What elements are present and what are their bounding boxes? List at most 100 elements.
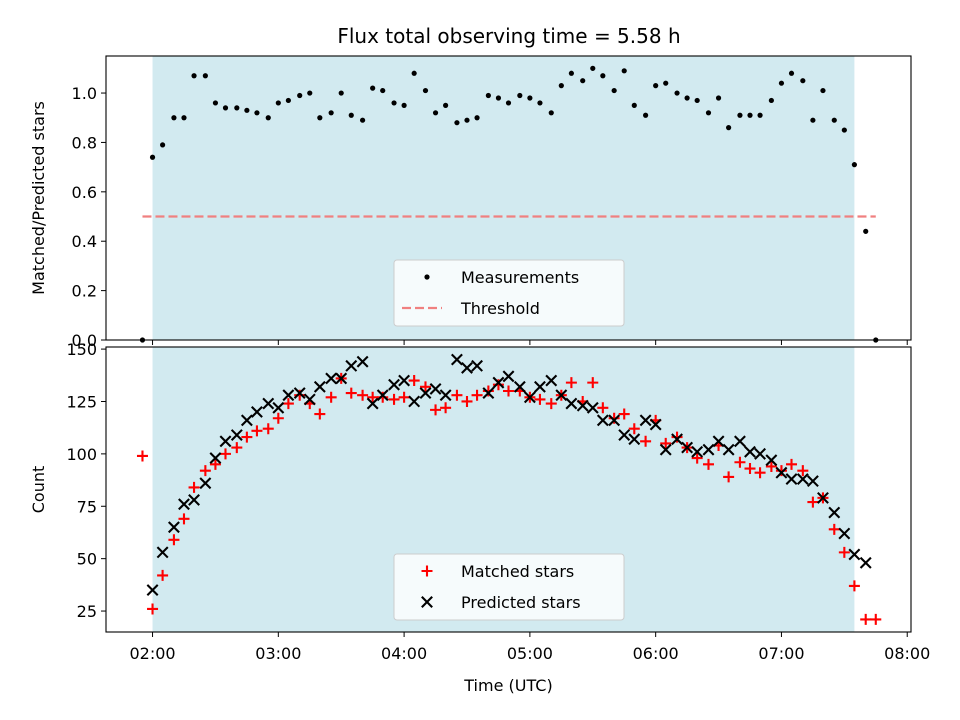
predicted-stars-point <box>262 397 275 410</box>
predicted-stars-point <box>596 414 609 427</box>
matched-stars-point <box>188 481 200 493</box>
predicted-stars-point <box>303 393 316 406</box>
matched-stars-point <box>282 398 294 410</box>
measurement-point <box>285 97 291 104</box>
x-tick-label: 05:00 <box>507 644 553 663</box>
matched-stars-point <box>608 412 620 424</box>
y-tick-label: 0.4 <box>72 232 97 251</box>
predicted-stars-point <box>188 494 200 506</box>
measurement-point <box>160 142 166 148</box>
matched-stars-point <box>294 389 306 401</box>
predicted-stars-point <box>376 389 389 402</box>
predicted-stars-point <box>219 435 232 448</box>
matched-stars-point <box>754 467 766 479</box>
y-tick-label: 0.6 <box>72 183 97 202</box>
matched-stars-point <box>471 389 483 401</box>
predicted-stars-point <box>240 414 253 427</box>
predicted-stars-point <box>722 443 735 456</box>
measurement-point <box>841 127 847 133</box>
matched-stars-point <box>178 513 190 525</box>
matched-stars-point <box>702 458 714 470</box>
measurement-point <box>181 115 187 121</box>
matched-stars-point <box>860 613 872 625</box>
matched-stars-point <box>440 402 452 414</box>
predicted-stars-point <box>817 491 829 504</box>
x-axis-label: Time (UTC) <box>463 676 552 695</box>
measurement-point <box>674 90 680 96</box>
matched-stars-point <box>848 580 860 592</box>
measurement-point <box>643 112 649 118</box>
measurement-point <box>505 100 512 106</box>
predicted-stars-point <box>838 527 851 540</box>
measurement-point <box>694 97 700 104</box>
matched-stars-point <box>451 389 463 401</box>
predicted-stars-point <box>659 443 672 456</box>
matched-stars-point <box>367 391 379 403</box>
axes-frame <box>105 55 912 341</box>
matched-stars-point <box>618 408 630 420</box>
measurement-point <box>297 92 303 99</box>
matched-stars-point <box>314 408 326 420</box>
predicted-stars-point <box>398 374 411 387</box>
measurement-point <box>222 105 229 111</box>
measurement-point <box>401 102 407 108</box>
predicted-stars-point <box>178 498 190 511</box>
measurement-point <box>244 107 250 113</box>
measurement-point <box>380 87 386 94</box>
matched-stars-point <box>870 613 882 625</box>
predicted-stars-point <box>356 355 369 368</box>
predicted-stars-point <box>421 596 433 608</box>
predicted-stars-point <box>754 447 767 460</box>
matched-stars-point <box>503 385 514 397</box>
predicted-stars-point <box>282 389 295 402</box>
predicted-stars-point <box>744 445 756 458</box>
predicted-stars-point <box>513 380 526 393</box>
matched-stars-point <box>671 431 683 443</box>
measurement-point <box>611 87 617 94</box>
predicted-stars-point <box>671 433 683 446</box>
matched-stars-point <box>262 423 274 435</box>
measurement-point <box>820 87 826 94</box>
axes-frame <box>105 346 912 633</box>
measurement-point <box>234 105 240 111</box>
x-tick-label: 06:00 <box>633 644 679 663</box>
measurement-point <box>495 95 502 101</box>
y-tick-label: 0.2 <box>72 282 97 301</box>
matched-stars-point <box>147 603 159 615</box>
matched-stars-point <box>357 389 369 401</box>
predicted-stars-point <box>345 359 358 372</box>
matched-stars-point <box>419 381 431 393</box>
measurement-point <box>737 112 743 118</box>
measurement-point <box>338 90 344 96</box>
predicted-stars-point <box>419 387 432 400</box>
predicted-stars-point <box>450 353 463 366</box>
x-tick-label: 02:00 <box>129 644 175 663</box>
matched-stars-point <box>744 463 756 475</box>
predicted-stars-point <box>733 435 746 448</box>
matched-stars-point <box>325 391 337 403</box>
predicted-stars-point <box>806 475 819 488</box>
matched-stars-point <box>136 450 148 462</box>
matched-stars-point <box>251 425 263 437</box>
measurement-point <box>202 73 208 79</box>
predicted-stars-point <box>702 443 715 456</box>
predicted-stars-point <box>691 445 704 458</box>
predicted-stars-point <box>618 429 631 441</box>
measurement-point <box>757 112 763 118</box>
matched-stars-point <box>408 375 420 387</box>
predicted-stars-point <box>848 548 861 561</box>
legend-entry-label: Matched stars <box>461 562 574 581</box>
predicted-stars-point <box>534 380 546 393</box>
legend: Measurements Threshold <box>393 259 625 327</box>
measurement-point <box>149 154 156 160</box>
matched-stars-point <box>345 387 357 399</box>
matched-stars-point <box>388 393 400 405</box>
legend-box <box>393 553 625 621</box>
measurement-point <box>317 115 323 121</box>
predicted-stars-point <box>523 391 536 404</box>
measurement-point <box>464 117 470 123</box>
matched-stars-point <box>775 465 787 477</box>
predicted-stars-point <box>335 372 348 385</box>
figure-title: Flux total observing time = 5.58 h <box>337 24 680 48</box>
measurement-point <box>548 110 554 116</box>
